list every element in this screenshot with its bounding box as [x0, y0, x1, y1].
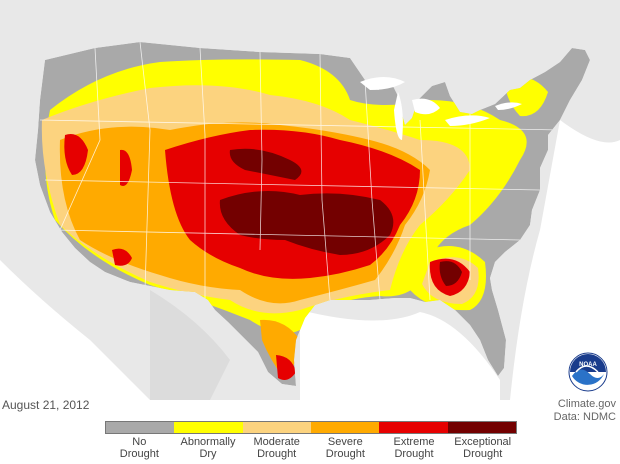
legend-labels: No Drought Abnormally Dry Moderate Drought … [105, 436, 517, 460]
us-drought-layers [35, 42, 590, 386]
legend-swatch-abnormally-dry [174, 422, 243, 433]
legend-label-no-drought: No Drought [119, 436, 159, 460]
credit-source: Data: NDMC [553, 411, 616, 423]
legend-label-extreme: Extreme Drought [393, 436, 435, 460]
noaa-logo-text: NOAA [579, 362, 597, 368]
extreme-drought-tx-tip [276, 355, 296, 380]
extreme-drought-az [112, 248, 132, 266]
exceptional-drought-ks [229, 148, 302, 180]
extreme-drought-nv [64, 134, 88, 175]
legend-swatch-extreme [379, 422, 448, 433]
legend-swatch-moderate [242, 422, 311, 433]
state-borders [39, 42, 561, 301]
exceptional-drought-ga [439, 261, 462, 286]
mexico-land [150, 290, 230, 400]
legend-swatch-severe [310, 422, 380, 433]
exceptional-drought-central [219, 191, 394, 255]
legend-label-severe: Severe Drought [325, 436, 365, 460]
legend-label-moderate: Moderate Drought [253, 436, 300, 460]
gulf-of-mexico [300, 310, 500, 400]
extreme-drought-ut [120, 149, 132, 186]
legend-label-abnormally-dry: Abnormally Dry [180, 436, 236, 460]
great-lakes [360, 77, 522, 140]
credit-site: Climate.gov [557, 398, 616, 410]
legend-color-bar [105, 421, 517, 434]
atlantic-ocean [510, 120, 620, 400]
date-label: August 21, 2012 [2, 398, 90, 412]
legend-label-exceptional: Exceptional Drought [454, 436, 512, 460]
legend-swatch-no-drought [106, 422, 175, 433]
map-svg [0, 0, 620, 400]
noaa-logo: NOAA [568, 352, 608, 392]
credit-block: Climate.gov Data: NDMC [554, 398, 616, 424]
drought-map [0, 0, 620, 400]
pacific-ocean [0, 260, 150, 400]
legend-swatch-exceptional [447, 422, 516, 433]
